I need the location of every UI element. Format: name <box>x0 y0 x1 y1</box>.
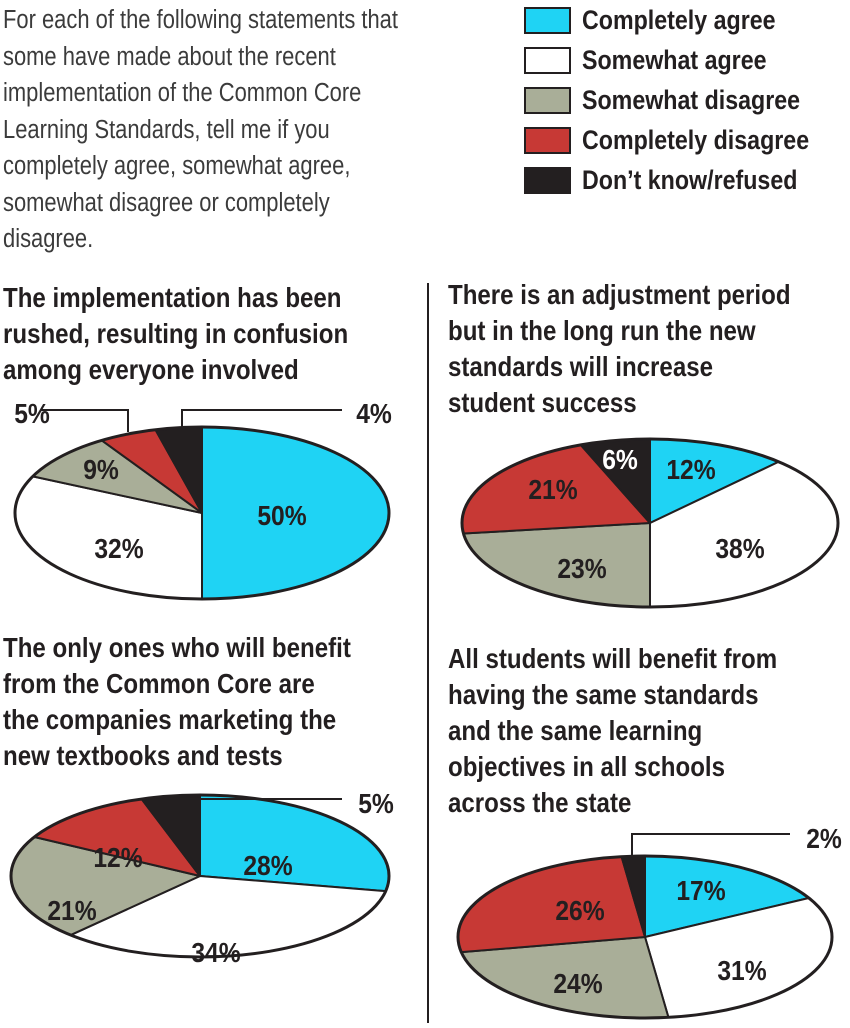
chart-title-line: rushed, resulting in confusion <box>3 318 349 349</box>
pie-2-outline <box>460 437 840 609</box>
intro-line: Learning Standards, tell me if you <box>3 115 330 144</box>
pie-2-label-completely-agree: 12% <box>666 454 715 486</box>
chart-title-line: from the Common Core are <box>3 668 315 699</box>
pie-3-label-somewhat-agree: 34% <box>191 937 240 969</box>
pie-1-label-completely-agree: 50% <box>257 500 306 532</box>
pie-1-label-somewhat-agree: 32% <box>94 533 143 565</box>
intro-text: For each of the following statements tha… <box>3 2 433 258</box>
intro-line: For each of the following statements tha… <box>3 6 398 34</box>
legend-item-dont-know: Don’t know/refused <box>524 163 850 203</box>
intro-line: some have made about the recent <box>3 42 336 71</box>
chart-title-line: objectives in all schools <box>448 751 726 782</box>
chart-title-line: student success <box>448 387 637 418</box>
legend-label: Somewhat agree <box>582 45 767 75</box>
chart-title-line: among everyone involved <box>3 354 299 385</box>
chart-title-line: standards will increase <box>448 351 714 382</box>
pie-4-label-completely-disagree: 26% <box>555 895 604 927</box>
legend-swatch <box>524 167 571 194</box>
chart-4-title: All students will benefit from having th… <box>448 641 777 821</box>
chart-title-line: new textbooks and tests <box>3 740 283 771</box>
pie-3-outline <box>9 793 391 959</box>
pie-2-label-somewhat-disagree: 23% <box>557 553 606 585</box>
pie-3-leader-line <box>175 798 342 815</box>
legend-swatch <box>524 127 571 154</box>
legend-label: Don’t know/refused <box>582 165 798 195</box>
legend-item-somewhat-agree: Somewhat agree <box>524 43 850 83</box>
pie-1-label-dont-know: 4% <box>356 398 392 430</box>
pie-4-label-dont-know: 2% <box>806 823 842 855</box>
chart-1-title: The implementation has been rushed, resu… <box>3 280 348 388</box>
column-divider <box>427 283 429 1023</box>
chart-title-line: The implementation has been <box>3 282 342 313</box>
legend-item-somewhat-disagree: Somewhat disagree <box>524 83 850 123</box>
pie-4-leader-line <box>631 833 790 856</box>
legend: Completely agree Somewhat agree Somewhat… <box>524 3 850 203</box>
pie-1-leader-line <box>41 409 129 432</box>
pie-3-label-somewhat-disagree: 21% <box>47 895 96 927</box>
pie-2-label-completely-disagree: 21% <box>528 474 577 506</box>
pie-1-label-completely-disagree: 5% <box>14 398 50 430</box>
chart-title-line: and the same learning <box>448 715 703 746</box>
pie-4-slice-completely-disagree <box>457 855 646 954</box>
intro-line: somewhat disagree or completely <box>3 188 330 217</box>
chart-title-line: There is an adjustment period <box>448 279 791 310</box>
chart-title-line: the companies marketing the <box>3 704 337 735</box>
pie-1-outline <box>13 425 391 601</box>
chart-title-line: The only ones who will benefit <box>3 632 351 663</box>
pie-4-outline <box>456 854 834 1020</box>
pie-3-label-completely-agree: 28% <box>243 850 292 882</box>
chart-3-title: The only ones who will benefit from the … <box>3 630 351 774</box>
intro-line: implementation of the Common Core <box>3 79 362 107</box>
chart-title-line: having the same standards <box>448 679 759 710</box>
legend-label: Completely agree <box>582 5 776 35</box>
legend-label: Completely disagree <box>582 125 810 155</box>
legend-item-completely-agree: Completely agree <box>524 3 850 43</box>
pie-2-label-dont-know: 6% <box>602 444 638 476</box>
pie-4-label-completely-agree: 17% <box>676 875 725 907</box>
chart-title-line: but in the long run the new <box>448 315 756 346</box>
intro-line: disagree. <box>3 225 94 253</box>
legend-label: Somewhat disagree <box>582 85 801 115</box>
pie-1-leader-line <box>181 409 342 432</box>
pie-3-label-dont-know: 5% <box>358 788 394 820</box>
chart-2-title: There is an adjustment period but in the… <box>448 277 791 421</box>
legend-item-completely-disagree: Completely disagree <box>524 123 850 163</box>
legend-swatch <box>524 87 571 114</box>
pie-1-label-somewhat-disagree: 9% <box>83 454 119 486</box>
pie-4-label-somewhat-agree: 31% <box>717 955 766 987</box>
pie-2-label-somewhat-agree: 38% <box>715 533 764 565</box>
intro-line: completely agree, somewhat agree, <box>3 152 351 180</box>
chart-title-line: All students will benefit from <box>448 643 778 674</box>
legend-swatch <box>524 47 571 74</box>
chart-title-line: across the state <box>448 787 632 818</box>
legend-swatch <box>524 7 571 34</box>
pie-4-label-somewhat-disagree: 24% <box>553 968 602 1000</box>
pie-3-label-completely-disagree: 12% <box>93 842 142 874</box>
